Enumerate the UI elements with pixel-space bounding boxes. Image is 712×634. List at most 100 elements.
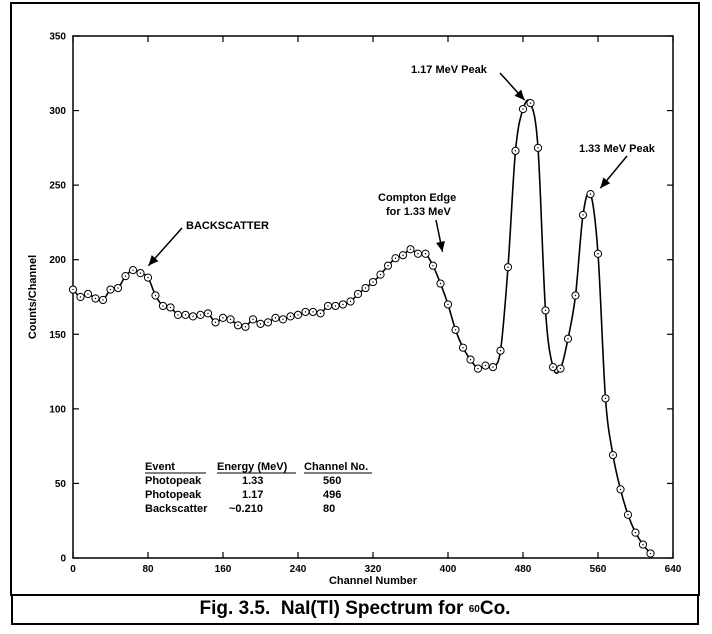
data-point-center <box>207 312 209 315</box>
data-point-center <box>87 293 89 295</box>
y-tick-label: 200 <box>49 255 66 266</box>
y-tick-label: 0 <box>60 554 66 565</box>
data-point-center <box>282 318 284 321</box>
data-point-center <box>177 314 179 316</box>
y-tick-label: 150 <box>49 330 66 341</box>
table-row-3-energy: ~0.210 <box>229 503 263 515</box>
data-point-center <box>417 253 419 255</box>
data-point-center <box>94 297 97 300</box>
data-point-center <box>499 349 502 352</box>
data-point-center <box>454 329 457 331</box>
table-header-event: Event <box>145 461 175 473</box>
y-tick-label: 350 <box>49 32 66 43</box>
table-header-channel: Channel No. <box>304 461 368 473</box>
data-point-center <box>72 288 74 291</box>
data-point-center <box>529 102 532 104</box>
data-point-center <box>222 317 224 319</box>
data-point-center <box>102 299 104 301</box>
data-points <box>68 99 655 558</box>
x-tick-label: 560 <box>590 564 607 575</box>
table-header-energy: Energy (MeV) <box>217 461 288 473</box>
data-point-center <box>312 311 314 313</box>
data-point-center <box>192 315 194 318</box>
annotation-backscatter: BACKSCATTER <box>186 220 269 232</box>
y-tick-label: 300 <box>49 106 66 117</box>
arrow-backscatter-head <box>148 255 159 266</box>
data-point-center <box>334 305 337 307</box>
figure-caption: Fig. 3.5. NaI(Tl) Spectrum for 60 Co. <box>11 595 699 625</box>
data-point-center <box>139 272 142 274</box>
caption-isotope-mass: 60 <box>468 603 480 615</box>
table-row-2-event: Photopeak <box>145 489 202 501</box>
x-tick-label: 240 <box>290 564 307 575</box>
data-point-center <box>582 214 584 216</box>
data-point-center <box>462 347 464 349</box>
data-point-center <box>544 309 547 312</box>
x-tick-label: 480 <box>515 564 532 575</box>
data-point-center <box>567 338 569 340</box>
data-point-center <box>537 147 539 149</box>
annotation-peak-117: 1.17 MeV Peak <box>411 64 488 76</box>
arrow-peak-117-head <box>514 89 525 101</box>
x-tick-label: 160 <box>215 564 232 575</box>
y-tick-label: 250 <box>49 181 66 192</box>
data-point-center <box>612 454 614 456</box>
x-tick-label: 0 <box>70 564 76 575</box>
data-point-center <box>379 273 382 276</box>
data-point-center <box>357 293 359 295</box>
table-row-3-event: Backscatter <box>145 503 208 515</box>
table-row-1-event: Photopeak <box>145 475 202 487</box>
data-point-center <box>259 323 262 325</box>
data-point-center <box>169 306 172 309</box>
x-tick-label: 400 <box>440 564 457 575</box>
x-tick-label: 640 <box>665 564 682 575</box>
data-point-center <box>394 257 397 259</box>
y-axis-label: Counts/Channel <box>27 255 39 339</box>
table-row-2-channel: 496 <box>323 489 341 501</box>
data-point-center <box>327 305 329 307</box>
data-point-center <box>79 296 82 298</box>
data-point-center <box>469 358 472 361</box>
annotation-compton-edge-line2: for 1.33 MeV <box>386 206 451 218</box>
data-point-center <box>349 300 352 303</box>
data-point-center <box>424 253 427 255</box>
data-point-center <box>124 275 127 277</box>
data-point-center <box>147 276 149 279</box>
data-point-center <box>559 367 562 370</box>
data-point-center <box>447 303 449 306</box>
table-row-1-energy: 1.33 <box>242 475 263 487</box>
data-point-center <box>237 324 239 327</box>
table-row-3-channel: 80 <box>323 503 335 515</box>
arrow-compton-edge-head <box>436 241 445 252</box>
data-point-center <box>642 543 644 546</box>
data-point-center <box>319 312 322 315</box>
caption-element: Co. <box>479 598 511 619</box>
data-point-center <box>649 552 652 555</box>
annotation-compton-edge: Compton Edge <box>378 192 456 204</box>
data-point-center <box>244 326 247 328</box>
data-point-center <box>117 287 119 289</box>
data-point-center <box>514 150 517 152</box>
data-point-center <box>477 367 479 370</box>
x-tick-label: 320 <box>365 564 382 575</box>
data-point-center <box>109 288 112 291</box>
data-point-center <box>604 397 607 400</box>
data-point-center <box>184 314 187 316</box>
data-point-center <box>522 108 524 110</box>
data-point-center <box>597 253 599 255</box>
data-point-center <box>267 321 269 324</box>
data-point-center <box>214 321 217 324</box>
data-point-center <box>402 254 404 256</box>
data-point-center <box>409 248 412 250</box>
data-point-center <box>364 287 367 289</box>
data-point-center <box>387 264 389 267</box>
data-point-center <box>252 318 254 321</box>
x-axis-label: Channel Number <box>329 575 418 587</box>
data-point-center <box>552 366 554 368</box>
data-point-center <box>132 269 134 271</box>
data-point-center <box>439 282 442 285</box>
data-point-center <box>342 303 344 306</box>
annotation-peak-133: 1.33 MeV Peak <box>579 143 656 155</box>
table-row-2-energy: 1.17 <box>242 489 263 501</box>
